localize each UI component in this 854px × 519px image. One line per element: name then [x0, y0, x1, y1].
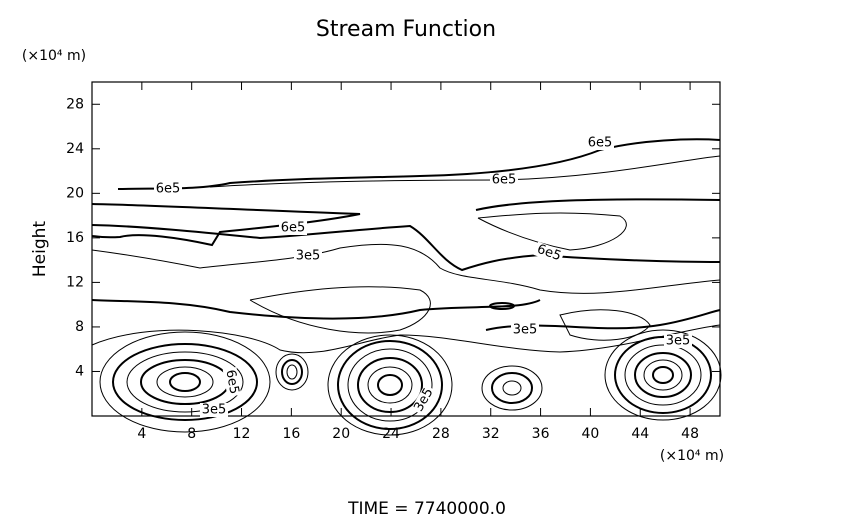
contour-label: 3e5 [296, 249, 321, 264]
y-axis-label: Height [30, 221, 50, 278]
contour-label-bg [294, 249, 322, 263]
y-tick-label: 12 [66, 274, 84, 290]
x-tick-label: 40 [581, 426, 599, 442]
y-tick-label: 4 [75, 363, 84, 379]
x-unit: (×10⁴ m) [660, 448, 724, 464]
x-tick-label: 16 [282, 426, 300, 442]
contour-label: 6e5 [588, 136, 613, 151]
contour-label-bg [222, 366, 242, 398]
x-tick-label: 8 [187, 426, 196, 442]
contour-label: 6e5 [222, 369, 241, 396]
chart-title: Stream Function [316, 17, 496, 42]
contour-label-bg [586, 136, 614, 150]
x-tick-label: 28 [432, 426, 450, 442]
x-tick-label: 32 [482, 426, 500, 442]
x-tick-label: 36 [532, 426, 550, 442]
contour-label: 3e5 [202, 403, 227, 418]
contour-label: 3e5 [666, 334, 691, 349]
x-tick-label: 48 [681, 426, 699, 442]
contour-label: 3e5 [513, 323, 538, 338]
y-tick-label: 24 [66, 141, 84, 157]
x-tick-label: 44 [631, 426, 649, 442]
x-tick-label: 24 [382, 426, 400, 442]
contour-label-bg [511, 323, 539, 337]
y-tick-label: 28 [66, 96, 84, 112]
contour-label-bg [279, 221, 307, 235]
plot-frame [91, 81, 721, 417]
contours [91, 138, 722, 436]
footer: TIME = 7740000.0 [347, 499, 506, 519]
x-tick-label: 12 [233, 426, 251, 442]
y-tick-label: 8 [75, 319, 84, 335]
y-unit: (×10⁴ m) [22, 48, 86, 64]
y-tick-label: 20 [66, 185, 84, 201]
x-tick-label: 20 [332, 426, 350, 442]
contour-label-bg [664, 334, 692, 348]
contour-label-bg [533, 241, 565, 265]
contour-label: 6e5 [535, 242, 563, 264]
contour-label: 6e5 [156, 182, 181, 197]
x-tick-label: 4 [137, 426, 146, 442]
contour-label-bg [200, 403, 228, 417]
y-tick-label: 16 [66, 230, 84, 246]
contour-label-bg [410, 384, 438, 416]
contour-label-bg [490, 173, 518, 187]
contour-label-bg [154, 182, 182, 196]
contour-label: 6e5 [492, 173, 517, 188]
contour-label: 6e5 [281, 221, 306, 236]
